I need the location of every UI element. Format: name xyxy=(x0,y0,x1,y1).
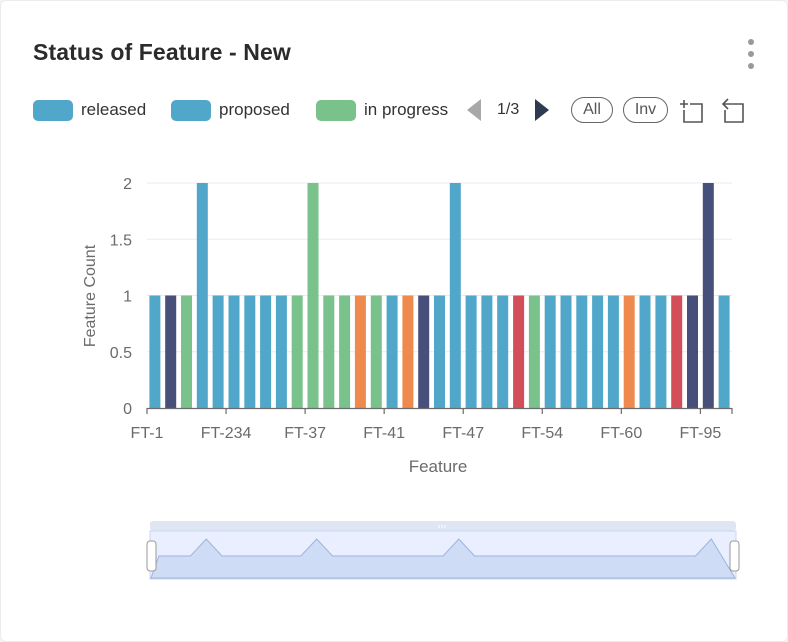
x-tick-label: FT-41 xyxy=(363,425,405,442)
x-tick-label: FT-54 xyxy=(521,425,563,442)
bars xyxy=(149,183,730,409)
legend-label: released xyxy=(81,100,147,119)
bar[interactable] xyxy=(497,295,509,409)
bar[interactable] xyxy=(149,295,161,409)
kebab-menu-icon[interactable] xyxy=(743,39,759,69)
bar[interactable] xyxy=(623,295,635,409)
zoom-reset-icon[interactable] xyxy=(719,96,747,124)
y-axis: 0 0.5 1 1.5 2 xyxy=(110,176,132,418)
bar[interactable] xyxy=(370,295,382,409)
bar[interactable] xyxy=(544,295,556,409)
chart-legend: released proposed in progress 1/3 All In… xyxy=(33,93,773,127)
legend-item-released[interactable]: released xyxy=(33,97,146,123)
legend-swatch-proposed xyxy=(171,99,211,121)
bar[interactable] xyxy=(465,295,477,409)
bar[interactable] xyxy=(181,295,192,409)
bar[interactable] xyxy=(671,295,683,409)
y-tick-label: 1 xyxy=(123,289,132,306)
data-zoom-slider[interactable] xyxy=(1,511,787,591)
x-tick-label: FT-37 xyxy=(284,425,326,442)
y-tick-label: 0.5 xyxy=(110,345,132,362)
zoom-preview-area xyxy=(150,538,736,579)
grip-icon[interactable] xyxy=(438,525,446,528)
bar[interactable] xyxy=(260,295,272,409)
legend-swatch-released xyxy=(33,99,73,121)
bar[interactable] xyxy=(212,295,224,409)
bar[interactable] xyxy=(528,295,540,409)
x-tick-label: FT-60 xyxy=(600,425,642,442)
x-axis-label: Feature xyxy=(409,457,468,476)
bar[interactable] xyxy=(418,295,430,409)
bar[interactable] xyxy=(655,295,667,409)
bar[interactable] xyxy=(639,295,651,409)
bar[interactable] xyxy=(434,295,445,409)
bar[interactable] xyxy=(513,295,525,409)
zoom-top-bar[interactable] xyxy=(150,521,736,531)
y-tick-label: 1.5 xyxy=(110,232,132,249)
y-axis-label: Feature Count xyxy=(82,244,99,347)
bar[interactable] xyxy=(386,295,398,409)
legend-item-in-progress[interactable]: in progress xyxy=(316,97,454,123)
bar[interactable] xyxy=(592,295,604,409)
bar[interactable] xyxy=(481,295,493,409)
legend-pager: 1/3 xyxy=(467,93,550,127)
legend-item-proposed[interactable]: proposed xyxy=(171,97,290,123)
x-tick-label: FT-47 xyxy=(442,425,484,442)
bar[interactable] xyxy=(354,295,366,409)
bar[interactable] xyxy=(702,183,714,408)
bar[interactable] xyxy=(339,295,351,409)
bar[interactable] xyxy=(307,183,319,408)
bar[interactable] xyxy=(244,295,256,409)
zoom-handle-left[interactable] xyxy=(146,540,157,572)
x-tick-label: FT-234 xyxy=(201,425,252,442)
bar[interactable] xyxy=(560,295,572,409)
bar[interactable] xyxy=(165,295,177,409)
x-axis: FT-1 FT-234 FT-37 FT-41 FT-47 FT-54 FT-60 FT-95 xyxy=(131,407,733,442)
legend-label: proposed xyxy=(219,100,290,119)
y-tick-label: 0 xyxy=(123,401,132,418)
triangle-left-icon[interactable] xyxy=(467,99,481,121)
bar[interactable] xyxy=(228,295,240,409)
x-tick-label: FT-95 xyxy=(679,425,721,442)
bar[interactable] xyxy=(718,295,730,409)
bar[interactable] xyxy=(402,295,414,409)
y-tick-label: 2 xyxy=(123,176,132,193)
bar[interactable] xyxy=(275,295,287,409)
bar[interactable] xyxy=(449,183,461,408)
bar[interactable] xyxy=(291,295,303,409)
bar[interactable] xyxy=(323,295,335,409)
bar[interactable] xyxy=(607,295,619,409)
bar[interactable] xyxy=(196,183,208,408)
select-all-button[interactable]: All xyxy=(571,97,613,123)
triangle-right-icon[interactable] xyxy=(535,99,550,121)
legend-swatch-in-progress xyxy=(316,99,356,121)
bar[interactable] xyxy=(687,295,698,409)
bar-chart: 0 0.5 1 1.5 2 FT-1 FT-234 FT-37 FT-41 FT-47 FT-54… xyxy=(82,176,733,476)
widget-title: Status of Feature - New xyxy=(33,39,291,65)
zoom-select-icon[interactable] xyxy=(678,96,706,124)
x-tick-label: FT-1 xyxy=(131,425,164,442)
legend-page-indicator: 1/3 xyxy=(497,101,520,118)
bar[interactable] xyxy=(576,295,588,409)
legend-label: in progress xyxy=(364,100,449,119)
inverse-select-button[interactable]: Inv xyxy=(623,97,668,123)
zoom-handle-right[interactable] xyxy=(729,540,740,572)
